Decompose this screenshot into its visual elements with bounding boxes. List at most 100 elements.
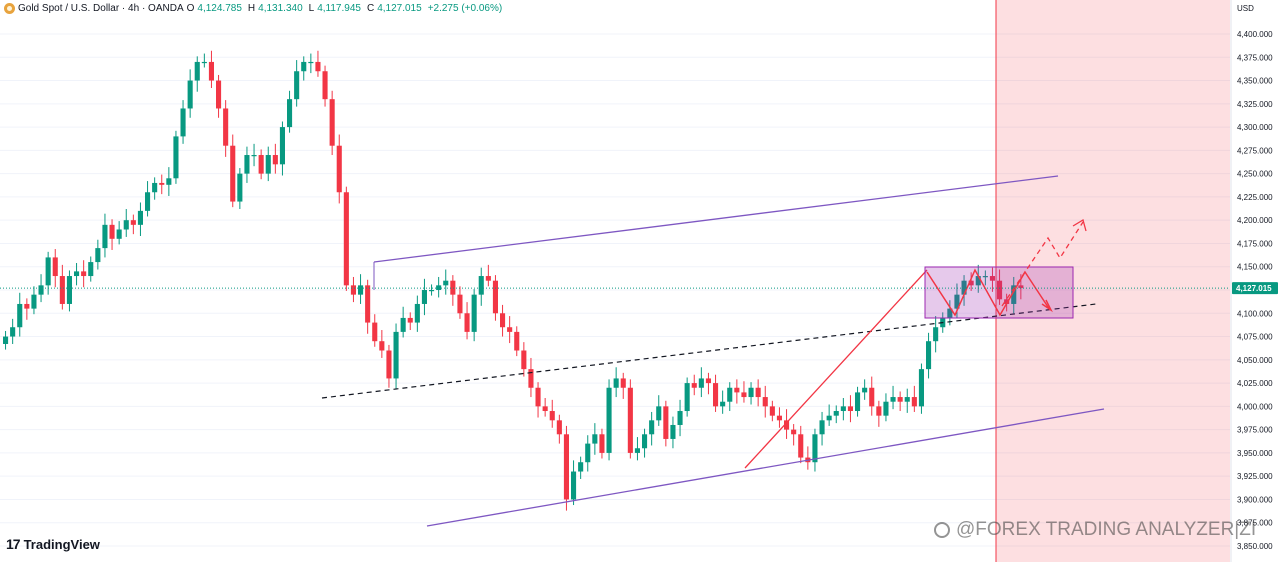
candle-body (755, 387, 761, 398)
candle-body (443, 280, 449, 286)
candle-body (372, 322, 378, 342)
price-axis-bg (1231, 0, 1280, 562)
candle-body (208, 61, 214, 81)
candle-body (74, 271, 80, 277)
candle-body (265, 155, 271, 174)
y-tick-label: 4,025.000 (1237, 379, 1273, 388)
candle-body (272, 155, 278, 165)
candle-body (429, 290, 435, 292)
candle-body (350, 285, 356, 295)
candle-body (585, 443, 591, 463)
candle-body (1004, 299, 1010, 304)
candle-body (798, 434, 804, 458)
candle-body (343, 192, 349, 286)
range-box (924, 266, 1074, 319)
y-tick-label: 4,225.000 (1237, 193, 1273, 202)
candle-body (294, 71, 300, 100)
candle-body (102, 224, 108, 249)
candle-body (3, 336, 9, 344)
chart-legend: Gold Spot / U.S. Dollar · 4h · OANDA O 4,… (4, 1, 502, 15)
candle-body (109, 224, 115, 239)
zigzag-arrowhead (1041, 299, 1053, 313)
candle-body (187, 80, 193, 109)
candle-body (336, 145, 342, 193)
candle-body (116, 229, 122, 239)
candle-body (123, 220, 129, 230)
projection-zone (996, 0, 1230, 562)
candle-body (308, 61, 314, 64)
candle-body (642, 434, 648, 449)
breakout-arrowhead (1072, 219, 1087, 232)
y-tick-label: 4,325.000 (1237, 100, 1273, 109)
candle-body (1018, 285, 1024, 289)
candle-body (684, 383, 690, 412)
candle-body (38, 285, 44, 295)
lower-channel-line (426, 408, 1105, 527)
candle-body (258, 155, 264, 174)
candle-body (379, 341, 385, 351)
candle-body (216, 80, 222, 109)
candle-body (166, 178, 172, 185)
candle-body (705, 378, 711, 384)
candle-body (961, 280, 967, 295)
y-tick-label: 4,300.000 (1237, 123, 1273, 132)
breakout-projection (1001, 221, 1084, 307)
candle-body (24, 303, 30, 309)
candle-body (194, 61, 200, 81)
candle-body (287, 99, 293, 128)
candle-body (819, 420, 825, 435)
candle-body (223, 108, 229, 146)
y-tick-label: 4,000.000 (1237, 402, 1273, 411)
candle-body (145, 192, 151, 211)
watermark-icon (934, 522, 950, 538)
candle-body (137, 210, 143, 225)
last-price-badge (1232, 282, 1278, 295)
candle-body (741, 392, 747, 398)
candle-body (464, 313, 470, 332)
candle-body (769, 406, 775, 416)
candle-body (201, 61, 207, 64)
candle-body (180, 108, 186, 137)
candle-body (478, 276, 484, 295)
candle-body (414, 303, 420, 323)
candle-body (52, 257, 58, 277)
candle-body (670, 424, 676, 439)
candle-body (911, 397, 917, 407)
candle-body (847, 406, 853, 412)
candle-body (613, 378, 619, 388)
y-tick-label: 4,200.000 (1237, 216, 1273, 225)
candle-body (556, 420, 562, 435)
candle-body (826, 415, 832, 421)
candle-body (862, 387, 868, 393)
gold-symbol-icon (4, 2, 15, 14)
candle-body (485, 276, 491, 281)
candle-body (784, 420, 790, 430)
y-tick-label: 3,875.000 (1237, 519, 1273, 528)
low-label: L (308, 2, 315, 14)
y-tick-label: 3,950.000 (1237, 449, 1273, 458)
currency-label[interactable]: USD (1237, 4, 1254, 13)
open-label: O (186, 2, 195, 14)
candle-body (59, 276, 65, 304)
candle-body (407, 317, 413, 323)
y-tick-label: 4,150.000 (1237, 263, 1273, 272)
candle-body (230, 145, 236, 202)
candle-body (88, 262, 94, 277)
candle-body (251, 155, 257, 157)
close-value: 4,127.015 (377, 2, 422, 14)
candle-body (500, 313, 506, 328)
candle-body (727, 387, 733, 402)
candle-body (421, 290, 427, 304)
candle-body (776, 415, 782, 421)
tradingview-logo[interactable]: 17 TradingView (6, 536, 100, 552)
candle-body (130, 220, 136, 225)
candle-body (528, 369, 534, 388)
candle-body (31, 294, 37, 309)
candle-body (926, 341, 932, 370)
candle-body (876, 406, 882, 416)
candle-body (549, 411, 555, 421)
y-tick-label: 3,850.000 (1237, 542, 1273, 551)
candle-body (592, 434, 598, 444)
candle-body (400, 317, 406, 332)
